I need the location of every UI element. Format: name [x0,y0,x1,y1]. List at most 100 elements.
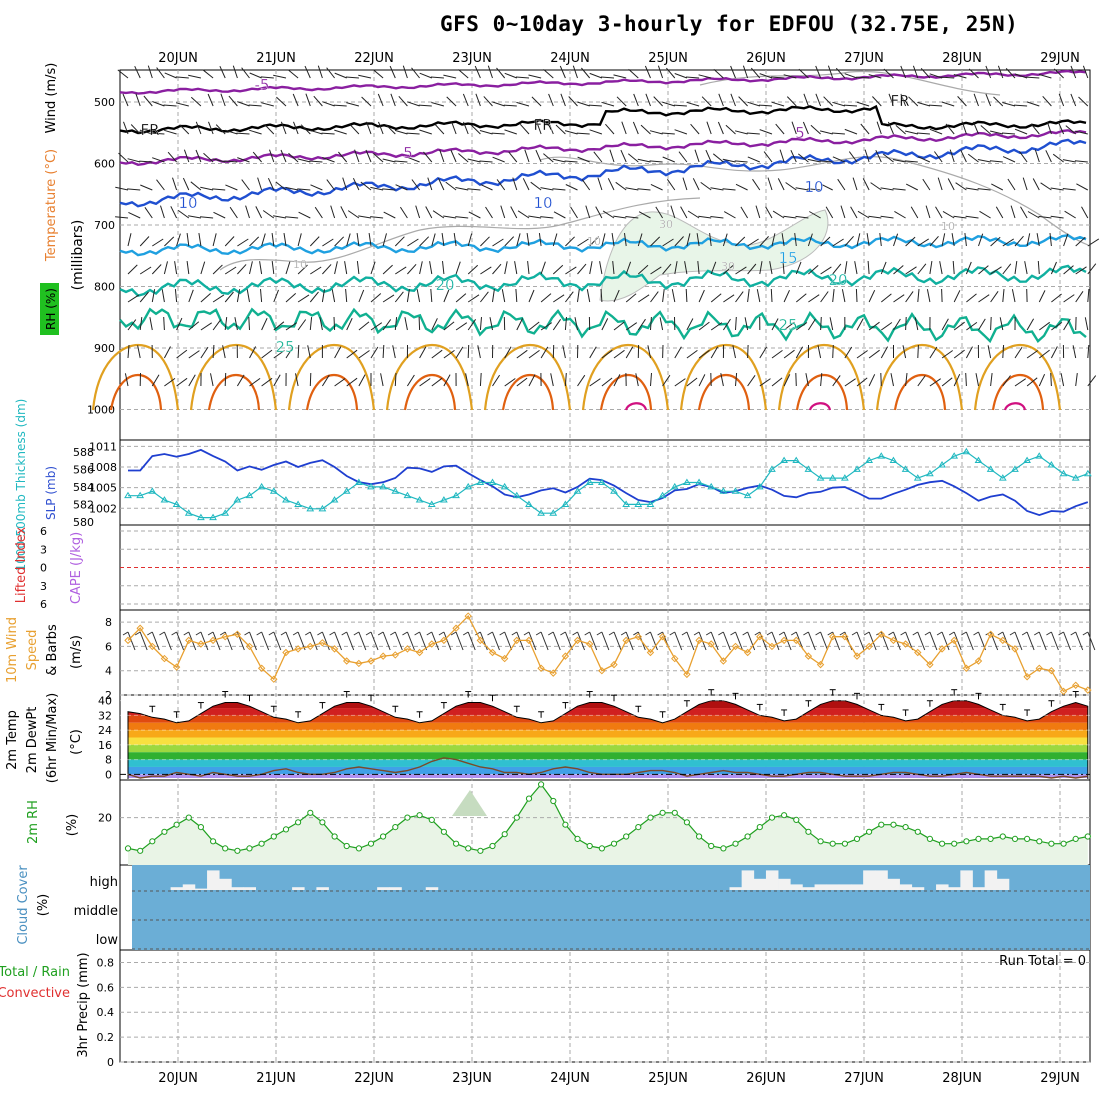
wind-barb [613,321,625,331]
wind10-barb [139,631,148,651]
date-label-top: 22JUN [354,51,394,66]
wind-barb [127,294,140,303]
wind-barb [163,104,177,107]
wind-barb [434,124,445,135]
wind-barb [593,151,603,163]
thickness-point [840,474,849,481]
wind-barb [411,179,421,191]
thickness-point [913,474,922,481]
wind-barb [613,215,627,219]
rh-contour [539,156,1089,246]
wind-barb [117,69,129,79]
wind10-barb-flag [122,631,129,636]
wind-barb [345,76,359,79]
upper-ylabel-millibars: (millibars) [70,220,86,291]
wind-barb [1014,128,1028,135]
wind-barb [947,178,955,191]
wind-barb [222,345,226,359]
thickness-point [901,465,910,472]
wind-barb [177,209,190,219]
wind-barb [1002,289,1005,303]
wind-barb [326,67,335,79]
wind-barb [432,210,445,219]
wind-barb [616,96,627,107]
wind-barb [176,317,183,331]
wind-barb [1075,373,1078,387]
wind10-barb-flag [535,631,542,636]
wind-barb [904,160,918,163]
wind10-barb-flag [304,631,311,636]
wind-barb [370,261,376,275]
wind-barb [1060,373,1065,387]
wind-barb [674,129,688,135]
wind-barb [1020,206,1028,219]
wind-barb [740,206,749,219]
temp-contour-20 [119,264,1087,297]
wind-barb [698,374,706,387]
wind-barb [917,263,927,275]
wind-barb [805,373,809,387]
rh2m-point [525,795,533,802]
wind-barb [418,104,432,107]
thickness-point [877,452,886,459]
wind10-barb [1050,631,1059,651]
wind-barb [572,65,578,79]
wind10-barb-flag [450,631,457,636]
wind10-barb [1075,631,1084,651]
wind-barb [445,181,457,191]
wind-barb [732,345,736,359]
wind-barb [1087,288,1090,303]
wind-barb [1087,375,1097,387]
wind-barb [868,289,876,303]
date-label-bottom: 23JUN [452,1071,492,1086]
contour-label: 20 [828,271,847,289]
wind-barb [174,261,178,275]
wind-barb [526,233,530,247]
wind-barb [172,177,178,191]
thickness-point [719,487,728,494]
wind-barb [346,102,360,107]
wind-barb [248,104,262,107]
date-label-top: 25JUN [648,51,688,66]
wind-barb [1084,317,1089,331]
wind-barb [856,76,870,79]
wind-barb [297,294,310,303]
wind-barb [698,349,710,359]
wind10-barb-flag [961,631,967,636]
wind-barb [280,149,287,163]
temp-band [128,730,1088,738]
wind-barb [522,178,530,191]
wind-barb [795,261,802,275]
wind-barb [650,291,659,303]
rh2m-point [926,835,934,843]
wind10-tick-label: 4 [105,665,112,678]
wind-barb [524,149,530,163]
wind-barb [160,205,165,219]
precip-ylabel-convective: Convective [0,986,70,1001]
wind-barb [601,377,613,387]
wind-barb [844,378,856,387]
wind-barb [394,372,397,387]
wind-barb [115,216,129,219]
cloud-high-bar [425,887,439,890]
rh2m-point [538,781,545,788]
wind-barb [504,236,515,247]
wind-barb [985,65,992,79]
thickness-point [306,504,315,512]
wind-barb [777,178,785,191]
thickness-point [634,500,643,507]
wind-barb [864,149,870,163]
rh2m-point [683,819,691,826]
lifted-index-tick-label: 0 [40,562,47,575]
wind-barb [628,68,639,79]
wind-barb [152,101,165,107]
wind-barb [382,294,395,303]
cloud-high-bar [948,887,961,890]
wind-barb [613,349,625,359]
wind10-point [415,648,424,657]
wind-barb [929,346,938,359]
precip-run-total: Run Total = 0 [999,954,1086,969]
wind-barb [910,206,919,219]
thickness-point [415,496,424,503]
wind10-point [136,624,144,632]
